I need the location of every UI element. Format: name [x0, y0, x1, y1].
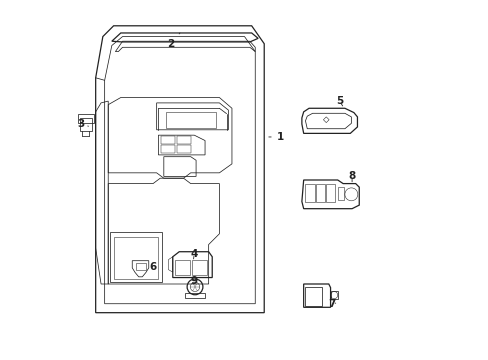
Text: 2: 2	[167, 33, 180, 49]
Text: 1: 1	[268, 132, 284, 142]
Text: 6: 6	[149, 262, 156, 272]
Text: 9: 9	[190, 276, 198, 286]
Text: 3: 3	[78, 120, 88, 129]
Text: 5: 5	[335, 96, 343, 106]
Text: 4: 4	[190, 248, 198, 259]
Text: 7: 7	[328, 299, 335, 309]
Text: 8: 8	[348, 171, 355, 182]
